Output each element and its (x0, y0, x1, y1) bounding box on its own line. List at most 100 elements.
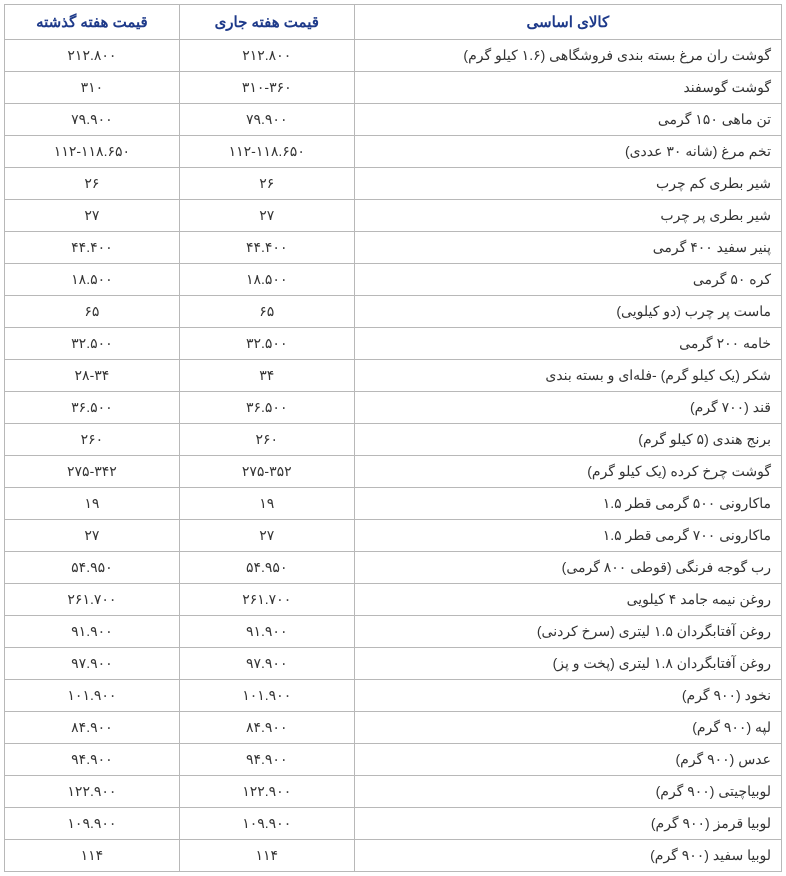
table-row: روغن نیمه جامد ۴ کیلویی۲۶۱.۷۰۰۲۶۱.۷۰۰ (5, 584, 782, 616)
current-price-cell: ۲۶ (179, 168, 354, 200)
item-cell: ماکارونی ۵۰۰ گرمی قطر ۱.۵ (354, 488, 781, 520)
last-price-cell: ۴۴.۴۰۰ (5, 232, 180, 264)
table-row: ماکارونی ۷۰۰ گرمی قطر ۱.۵۲۷۲۷ (5, 520, 782, 552)
last-price-cell: ۳۱۰ (5, 72, 180, 104)
item-cell: گوشت چرخ کرده (یک کیلو گرم) (354, 456, 781, 488)
current-price-cell: ۲۷ (179, 520, 354, 552)
last-price-cell: ۲۷ (5, 520, 180, 552)
item-cell: پنیر سفید ۴۰۰ گرمی (354, 232, 781, 264)
last-price-cell: ۲۶ (5, 168, 180, 200)
header-row: کالای اساسی قیمت هفته جاری قیمت هفته گذش… (5, 5, 782, 40)
table-row: گوشت ران مرغ بسته بندی فروشگاهی (۱.۶ کیل… (5, 40, 782, 72)
item-cell: لوبیا قرمز (۹۰۰ گرم) (354, 808, 781, 840)
item-cell: روغن نیمه جامد ۴ کیلویی (354, 584, 781, 616)
last-price-cell: ۳۶.۵۰۰ (5, 392, 180, 424)
current-price-cell: ۱۱۲-۱۱۸.۶۵۰ (179, 136, 354, 168)
table-row: نخود (۹۰۰ گرم)۱۰۱.۹۰۰۱۰۱.۹۰۰ (5, 680, 782, 712)
last-price-cell: ۲۸-۳۴ (5, 360, 180, 392)
table-row: شیر بطری کم چرب۲۶۲۶ (5, 168, 782, 200)
header-current-price: قیمت هفته جاری (179, 5, 354, 40)
last-price-cell: ۸۴.۹۰۰ (5, 712, 180, 744)
current-price-cell: ۲۶۰ (179, 424, 354, 456)
current-price-cell: ۵۴.۹۵۰ (179, 552, 354, 584)
current-price-cell: ۲۱۲.۸۰۰ (179, 40, 354, 72)
last-price-cell: ۹۱.۹۰۰ (5, 616, 180, 648)
current-price-cell: ۷۹.۹۰۰ (179, 104, 354, 136)
item-cell: عدس (۹۰۰ گرم) (354, 744, 781, 776)
table-row: شکر (یک کیلو گرم) -فله‌ای و بسته بندی۳۴۲… (5, 360, 782, 392)
item-cell: نخود (۹۰۰ گرم) (354, 680, 781, 712)
last-price-cell: ۲۷۵-۳۴۲ (5, 456, 180, 488)
current-price-cell: ۱۰۱.۹۰۰ (179, 680, 354, 712)
item-cell: ماکارونی ۷۰۰ گرمی قطر ۱.۵ (354, 520, 781, 552)
table-row: لوبیا قرمز (۹۰۰ گرم)۱۰۹.۹۰۰۱۰۹.۹۰۰ (5, 808, 782, 840)
current-price-cell: ۳۴ (179, 360, 354, 392)
last-price-cell: ۶۵ (5, 296, 180, 328)
item-cell: خامه ۲۰۰ گرمی (354, 328, 781, 360)
last-price-cell: ۷۹.۹۰۰ (5, 104, 180, 136)
item-cell: قند (۷۰۰ گرم) (354, 392, 781, 424)
table-header: کالای اساسی قیمت هفته جاری قیمت هفته گذش… (5, 5, 782, 40)
item-cell: کره ۵۰ گرمی (354, 264, 781, 296)
table-row: رب گوجه فرنگی (قوطی ۸۰۰ گرمی)۵۴.۹۵۰۵۴.۹۵… (5, 552, 782, 584)
current-price-cell: ۹۷.۹۰۰ (179, 648, 354, 680)
current-price-cell: ۹۱.۹۰۰ (179, 616, 354, 648)
item-cell: روغن آفتابگردان ۱.۸ لیتری (پخت و پز) (354, 648, 781, 680)
current-price-cell: ۶۵ (179, 296, 354, 328)
table-row: روغن آفتابگردان ۱.۸ لیتری (پخت و پز)۹۷.۹… (5, 648, 782, 680)
item-cell: روغن آفتابگردان ۱.۵ لیتری (سرخ کردنی) (354, 616, 781, 648)
table-row: شیر بطری پر چرب۲۷۲۷ (5, 200, 782, 232)
item-cell: تخم مرغ (شانه ۳۰ عددی) (354, 136, 781, 168)
table-row: کره ۵۰ گرمی۱۸.۵۰۰۱۸.۵۰۰ (5, 264, 782, 296)
current-price-cell: ۳۱۰-۳۶۰ (179, 72, 354, 104)
item-cell: گوشت ران مرغ بسته بندی فروشگاهی (۱.۶ کیل… (354, 40, 781, 72)
table-row: قند (۷۰۰ گرم)۳۶.۵۰۰۳۶.۵۰۰ (5, 392, 782, 424)
last-price-cell: ۲۷ (5, 200, 180, 232)
current-price-cell: ۳۲.۵۰۰ (179, 328, 354, 360)
price-table: کالای اساسی قیمت هفته جاری قیمت هفته گذش… (4, 4, 782, 872)
last-price-cell: ۱۱۲-۱۱۸.۶۵۰ (5, 136, 180, 168)
table-body: گوشت ران مرغ بسته بندی فروشگاهی (۱.۶ کیل… (5, 40, 782, 872)
current-price-cell: ۴۴.۴۰۰ (179, 232, 354, 264)
last-price-cell: ۱۹ (5, 488, 180, 520)
last-price-cell: ۳۲.۵۰۰ (5, 328, 180, 360)
current-price-cell: ۳۶.۵۰۰ (179, 392, 354, 424)
last-price-cell: ۲۱۲.۸۰۰ (5, 40, 180, 72)
item-cell: شکر (یک کیلو گرم) -فله‌ای و بسته بندی (354, 360, 781, 392)
table-row: برنج هندی (۵ کیلو گرم)۲۶۰۲۶۰ (5, 424, 782, 456)
current-price-cell: ۱۰۹.۹۰۰ (179, 808, 354, 840)
last-price-cell: ۱۸.۵۰۰ (5, 264, 180, 296)
item-cell: ماست پر چرب (دو کیلویی) (354, 296, 781, 328)
table-row: ماست پر چرب (دو کیلویی)۶۵۶۵ (5, 296, 782, 328)
last-price-cell: ۱۲۲.۹۰۰ (5, 776, 180, 808)
table-row: گوشت گوسفند۳۱۰-۳۶۰۳۱۰ (5, 72, 782, 104)
item-cell: شیر بطری پر چرب (354, 200, 781, 232)
table-row: لوبیاچیتی (۹۰۰ گرم)۱۲۲.۹۰۰۱۲۲.۹۰۰ (5, 776, 782, 808)
header-last-price: قیمت هفته گذشته (5, 5, 180, 40)
current-price-cell: ۲۷ (179, 200, 354, 232)
table-row: تخم مرغ (شانه ۳۰ عددی)۱۱۲-۱۱۸.۶۵۰۱۱۲-۱۱۸… (5, 136, 782, 168)
table-row: لوبیا سفید (۹۰۰ گرم)۱۱۴۱۱۴ (5, 840, 782, 872)
last-price-cell: ۱۰۱.۹۰۰ (5, 680, 180, 712)
last-price-cell: ۵۴.۹۵۰ (5, 552, 180, 584)
item-cell: لوبیاچیتی (۹۰۰ گرم) (354, 776, 781, 808)
last-price-cell: ۱۱۴ (5, 840, 180, 872)
table-row: خامه ۲۰۰ گرمی۳۲.۵۰۰۳۲.۵۰۰ (5, 328, 782, 360)
last-price-cell: ۲۶۱.۷۰۰ (5, 584, 180, 616)
header-item: کالای اساسی (354, 5, 781, 40)
table-row: لپه (۹۰۰ گرم)۸۴.۹۰۰۸۴.۹۰۰ (5, 712, 782, 744)
last-price-cell: ۹۴.۹۰۰ (5, 744, 180, 776)
current-price-cell: ۲۷۵-۳۵۲ (179, 456, 354, 488)
table-row: عدس (۹۰۰ گرم)۹۴.۹۰۰۹۴.۹۰۰ (5, 744, 782, 776)
table-row: گوشت چرخ کرده (یک کیلو گرم)۲۷۵-۳۵۲۲۷۵-۳۴… (5, 456, 782, 488)
current-price-cell: ۱۸.۵۰۰ (179, 264, 354, 296)
last-price-cell: ۱۰۹.۹۰۰ (5, 808, 180, 840)
current-price-cell: ۱۱۴ (179, 840, 354, 872)
current-price-cell: ۹۴.۹۰۰ (179, 744, 354, 776)
table-row: پنیر سفید ۴۰۰ گرمی۴۴.۴۰۰۴۴.۴۰۰ (5, 232, 782, 264)
table-row: روغن آفتابگردان ۱.۵ لیتری (سرخ کردنی)۹۱.… (5, 616, 782, 648)
item-cell: تن ماهی ۱۵۰ گرمی (354, 104, 781, 136)
item-cell: لپه (۹۰۰ گرم) (354, 712, 781, 744)
last-price-cell: ۲۶۰ (5, 424, 180, 456)
item-cell: لوبیا سفید (۹۰۰ گرم) (354, 840, 781, 872)
